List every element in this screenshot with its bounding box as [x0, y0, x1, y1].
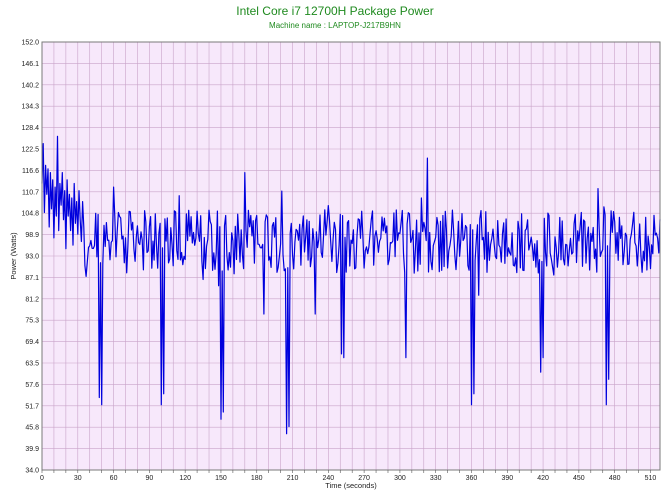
x-axis-label: Time (seconds)	[325, 481, 377, 490]
y-tick-label: 34.0	[25, 468, 39, 475]
x-tick-label: 240	[322, 475, 334, 482]
series-line-0	[41, 135, 661, 435]
x-tick-label: 330	[430, 475, 442, 482]
x-tick-label: 420	[537, 475, 549, 482]
y-tick-label: 128.4	[21, 125, 39, 132]
x-tick-label: 360	[466, 475, 478, 482]
x-tick-label: 390	[501, 475, 513, 482]
x-tick-label: 60	[110, 475, 118, 482]
y-tick-label: 152.0	[21, 40, 39, 47]
y-tick-label: 134.3	[21, 104, 39, 111]
x-tick-label: 480	[609, 475, 621, 482]
y-axis-label: Power (Watts)	[9, 232, 18, 280]
y-tick-label: 45.8	[25, 425, 39, 432]
y-tick-label: 104.8	[21, 211, 39, 218]
x-tick-label: 90	[145, 475, 153, 482]
y-tick-label: 122.5	[21, 147, 39, 154]
x-tick-label: 180	[251, 475, 263, 482]
y-tick-label: 140.2	[21, 82, 39, 89]
y-tick-label: 87.1	[25, 275, 39, 282]
y-tick-label: 75.3	[25, 318, 39, 325]
x-tick-label: 30	[74, 475, 82, 482]
y-tick-label: 98.9	[25, 232, 39, 239]
tick-labels: 34.0 39.9 45.8 51.7 57.6 63.5 69.4 75.3 81.2 87.1…	[21, 40, 656, 483]
x-tick-label: 150	[215, 475, 227, 482]
chart-subtitle: Machine name : LAPTOP-J217B9HN	[269, 21, 401, 30]
x-tick-label: 270	[358, 475, 370, 482]
y-tick-label: 57.6	[25, 382, 39, 389]
y-tick-label: 63.5	[25, 361, 39, 368]
y-tick-label: 51.7	[25, 403, 39, 410]
y-tick-label: 39.9	[25, 446, 39, 453]
y-tick-label: 69.4	[25, 339, 39, 346]
x-tick-label: 0	[40, 475, 44, 482]
plot-frame	[41, 41, 661, 471]
y-tick-label: 110.7	[22, 189, 39, 196]
x-tick-label: 450	[573, 475, 585, 482]
y-tick-label: 116.6	[22, 168, 39, 175]
x-tick-label: 120	[179, 475, 191, 482]
chart-title: Intel Core i7 12700H Package Power	[236, 4, 434, 18]
y-tick-label: 81.2	[25, 296, 39, 303]
x-tick-label: 210	[287, 475, 299, 482]
x-tick-label: 510	[645, 475, 657, 482]
series-layer	[41, 135, 661, 435]
y-tick-label: 146.1	[21, 61, 39, 68]
y-tick-label: 93.0	[25, 254, 39, 261]
x-tick-label: 300	[394, 475, 406, 482]
